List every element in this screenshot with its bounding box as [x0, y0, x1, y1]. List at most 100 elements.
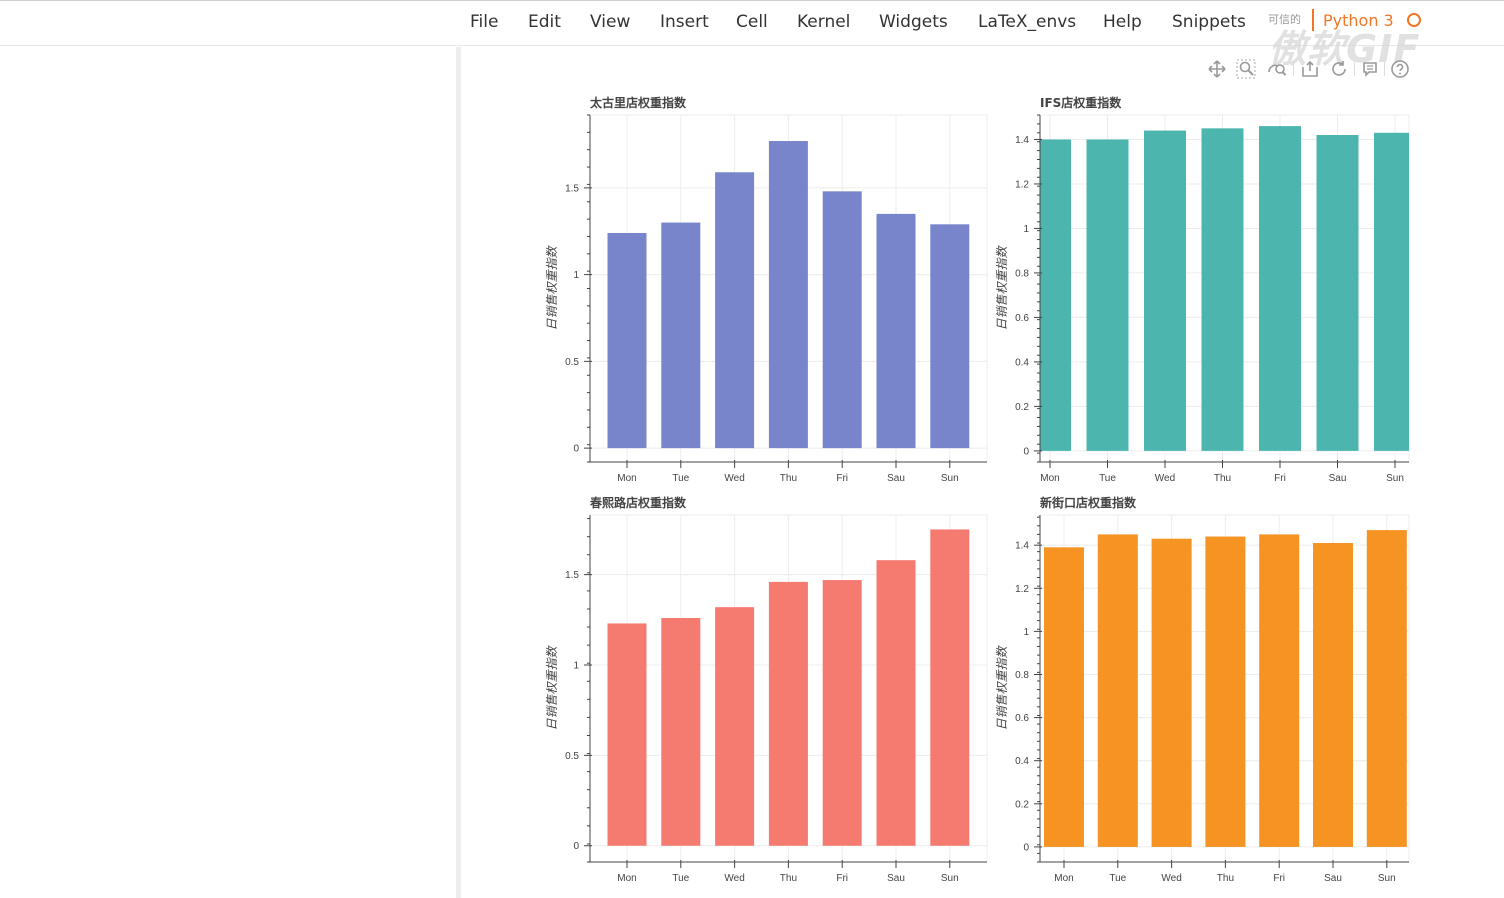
- bar: [930, 529, 970, 846]
- x-tick-label: Thu: [1214, 473, 1231, 484]
- menu-insert[interactable]: Insert: [660, 12, 709, 32]
- bar: [876, 213, 916, 449]
- bar: [1313, 543, 1353, 847]
- bar: [930, 224, 970, 449]
- y-tick-label: 0.6: [1015, 313, 1029, 324]
- x-tick-label: Mon: [1054, 873, 1073, 884]
- bar: [607, 623, 647, 846]
- y-tick-label: 1: [1023, 224, 1029, 235]
- chart-panel-3: 0 0.5 1 1.5 Mon Tue Wed Thu Fri Sau Sun 春熙路店权重指数日销售…: [545, 495, 988, 884]
- chart-panel-1: 0 0.5 1 1.5 Mon Tue Wed Thu Fri Sau Sun 太古里店权重指数日销售…: [545, 95, 988, 484]
- bar: [1316, 135, 1359, 451]
- chart-title: 春熙路店权重指数: [589, 495, 687, 510]
- left-panel: [0, 47, 456, 898]
- menu-widgets[interactable]: Widgets: [879, 12, 948, 32]
- x-tick-label: Sun: [941, 873, 959, 884]
- menu-help[interactable]: Help: [1103, 12, 1142, 32]
- bar: [715, 607, 755, 846]
- bar: [822, 191, 862, 449]
- x-tick-label: Sun: [1378, 873, 1396, 884]
- y-tick-label: 1.2: [1015, 179, 1029, 190]
- kernel-name[interactable]: Python 3: [1323, 11, 1394, 30]
- bar: [661, 618, 701, 846]
- menu-cell[interactable]: Cell: [736, 12, 768, 32]
- y-tick-label: 0.5: [565, 751, 579, 762]
- x-tick-label: Thu: [1217, 873, 1234, 884]
- y-tick-label: 0: [1023, 446, 1029, 457]
- x-tick-label: Sau: [887, 873, 905, 884]
- bar-series: [607, 141, 970, 449]
- y-tick-label: 0: [1023, 842, 1029, 853]
- menu-edit[interactable]: Edit: [528, 12, 561, 32]
- y-tick-label: 1.2: [1015, 584, 1029, 595]
- y-tick-label: 1: [573, 270, 579, 281]
- bar: [1205, 536, 1246, 847]
- menu-snippets[interactable]: Snippets: [1172, 12, 1246, 32]
- menu-view[interactable]: View: [590, 12, 631, 32]
- kernel-separator: [1312, 9, 1314, 31]
- menu-kernel[interactable]: Kernel: [797, 12, 851, 32]
- y-tick-label: 0.8: [1015, 268, 1029, 279]
- chart-title: 新街口店权重指数: [1040, 495, 1137, 510]
- y-axis-label: 日销售权重指数: [995, 245, 1009, 331]
- reset-icon[interactable]: [1326, 56, 1352, 82]
- bar: [607, 232, 647, 449]
- help-icon[interactable]: [1387, 56, 1413, 82]
- hover-icon[interactable]: [1357, 56, 1383, 82]
- pan-icon[interactable]: [1204, 56, 1230, 82]
- x-tick-label: Tue: [1099, 473, 1116, 484]
- x-tick-label: Sun: [1386, 473, 1404, 484]
- toolbar-separator: [1384, 62, 1385, 76]
- x-tick-label: Fri: [1274, 473, 1286, 484]
- y-tick-label: 0.4: [1015, 357, 1029, 368]
- y-tick-label: 1.4: [1015, 135, 1029, 146]
- menu-latex-envs[interactable]: LaTeX_envs: [978, 12, 1077, 32]
- y-tick-label: 1.4: [1015, 541, 1029, 552]
- wheel-zoom-icon[interactable]: [1264, 56, 1290, 82]
- y-tick-label: 1.5: [565, 570, 579, 581]
- cell-border: [456, 47, 461, 898]
- y-tick-label: 1: [1023, 627, 1029, 638]
- save-icon[interactable]: [1297, 56, 1323, 82]
- y-tick-label: 0: [573, 841, 579, 852]
- bar: [1201, 128, 1244, 451]
- y-tick-label: 0: [573, 444, 579, 455]
- y-tick-label: 0.4: [1015, 756, 1029, 767]
- y-tick-label: 0.5: [565, 357, 579, 368]
- bar: [1151, 538, 1192, 847]
- y-tick-label: 1: [573, 661, 579, 672]
- y-tick-label: 0.2: [1015, 799, 1029, 810]
- x-tick-label: Fri: [836, 873, 848, 884]
- bar-series: [1044, 530, 1407, 847]
- box-zoom-icon[interactable]: [1233, 56, 1259, 82]
- bar: [1044, 547, 1084, 847]
- y-axis-label: 日销售权重指数: [995, 645, 1009, 731]
- bar: [715, 172, 755, 449]
- x-tick-label: Sau: [887, 473, 905, 484]
- bar: [768, 141, 808, 449]
- menu-file[interactable]: File: [470, 12, 499, 32]
- x-tick-label: Wed: [724, 473, 744, 484]
- bar: [1374, 132, 1409, 451]
- bar: [1086, 139, 1129, 451]
- y-tick-label: 0.8: [1015, 670, 1029, 681]
- x-tick-label: Sau: [1329, 473, 1347, 484]
- toolbar-separator: [1354, 62, 1355, 76]
- x-tick-label: Mon: [617, 473, 636, 484]
- x-tick-label: Wed: [1161, 873, 1181, 884]
- x-tick-label: Sun: [941, 473, 959, 484]
- y-tick-label: 0.2: [1015, 402, 1029, 413]
- bar: [1040, 139, 1071, 451]
- bar-series: [1040, 126, 1409, 451]
- toolbar-separator: [1293, 62, 1294, 76]
- bar: [1097, 534, 1138, 847]
- y-tick-label: 1.5: [565, 183, 579, 194]
- x-tick-label: Wed: [724, 873, 744, 884]
- y-tick-label: 0.6: [1015, 713, 1029, 724]
- trusted-indicator[interactable]: 可信的: [1268, 13, 1301, 26]
- x-tick-label: Tue: [672, 473, 689, 484]
- x-tick-label: Fri: [836, 473, 848, 484]
- y-axis-label: 日销售权重指数: [545, 645, 559, 731]
- chart-panel-2: 0 0.2 0.4 0.6 0.8 1 1.2 1.4 Mon Tue Wed Thu Fri Sau Su…: [995, 95, 1410, 484]
- bar: [1366, 530, 1407, 847]
